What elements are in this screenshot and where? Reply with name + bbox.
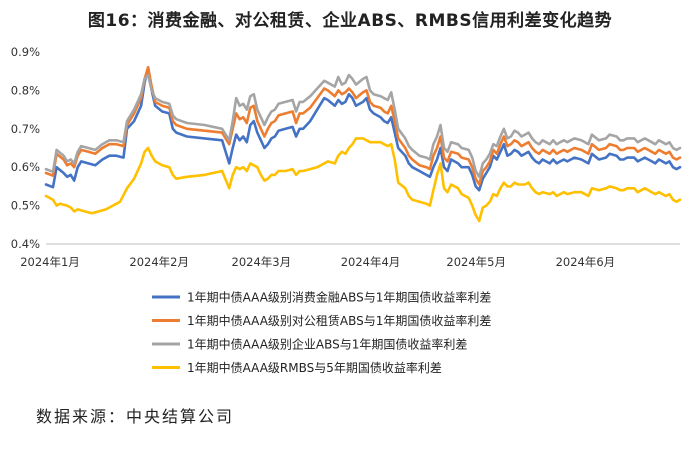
y-tick-label: 0.4% xyxy=(11,237,40,251)
source-note: 数据来源：中央结算公司 xyxy=(36,407,235,426)
x-tick-label: 2024年6月 xyxy=(556,255,616,269)
y-tick-label: 0.9% xyxy=(11,45,40,59)
series-line-2 xyxy=(44,66,682,186)
y-tick-label: 0.6% xyxy=(11,160,40,174)
x-tick-label: 2024年5月 xyxy=(446,255,506,269)
y-tick-label: 0.8% xyxy=(11,83,40,97)
series-lines xyxy=(44,66,682,223)
legend: 1年期中债AAA级别消费金融ABS与1年期国债收益率利差 1年期中债AAA级别对公… xyxy=(152,290,491,375)
legend-label-1: 1年期中债AAA级别消费金融ABS与1年期国债收益率利差 xyxy=(187,290,491,305)
series-line-1 xyxy=(44,66,682,192)
x-tick-label: 2024年2月 xyxy=(129,255,189,269)
x-tick-label: 2024年4月 xyxy=(341,255,401,269)
chart-title: 图16：消费金融、对公租赁、企业ABS、RMBS信用利差变化趋势 xyxy=(87,11,613,31)
x-tick-label: 2024年1月 xyxy=(20,255,80,269)
axes: 0.4% 0.5% 0.6% 0.7% 0.8% 0.9% 2024年1月 2024年2月 20… xyxy=(11,45,680,269)
legend-label-2: 1年期中债AAA级别对公租赁ABS与1年期国债收益率利差 xyxy=(187,313,491,328)
legend-label-4: 1年期中债AAA级RMBS与5年期国债收益率利差 xyxy=(187,360,442,375)
y-tick-label: 0.7% xyxy=(11,122,40,136)
series-line-4 xyxy=(44,137,682,223)
series-line-3 xyxy=(44,73,682,179)
y-tick-label: 0.5% xyxy=(11,199,40,213)
x-tick-label: 2024年3月 xyxy=(232,255,292,269)
legend-label-3: 1年期中债AAA级别企业ABS与1年期国债收益率利差 xyxy=(187,337,467,352)
